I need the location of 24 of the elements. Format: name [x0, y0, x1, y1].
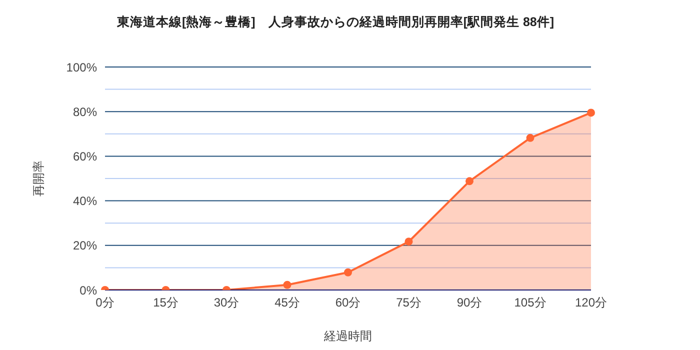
x-tick-label: 30分: [214, 296, 240, 310]
point: [344, 268, 352, 276]
point: [587, 108, 595, 117]
point: [466, 177, 474, 186]
x-tick-label: 60分: [335, 296, 361, 310]
y-tick-label: 40%: [72, 194, 98, 208]
x-tick-label: 90分: [456, 296, 482, 310]
y-tick-label: 80%: [72, 104, 98, 119]
y-axis-title: 再開率: [31, 160, 46, 196]
x-tick-label: 105分: [514, 296, 546, 310]
x-tick-label: 120分: [574, 296, 608, 310]
y-tick-label: 60%: [72, 149, 98, 164]
y-tick-label: 100%: [66, 60, 98, 74]
y-tick-label: 20%: [72, 238, 98, 253]
x-tick-label: 0分: [96, 296, 114, 310]
point: [526, 134, 534, 142]
x-tick-label: 75分: [396, 296, 422, 310]
x-tick-label: 45分: [274, 296, 300, 310]
chart-title: 東海道本線[熱海～豊橋] 人身事故からの経過時間別再開率[駅間発生 88件]: [117, 14, 554, 31]
x-tick-label: 15分: [153, 296, 178, 310]
point: [283, 280, 292, 289]
y-tick-label: 0%: [80, 283, 98, 298]
x-axis-title: 経過時間: [323, 329, 372, 343]
point: [404, 238, 413, 246]
